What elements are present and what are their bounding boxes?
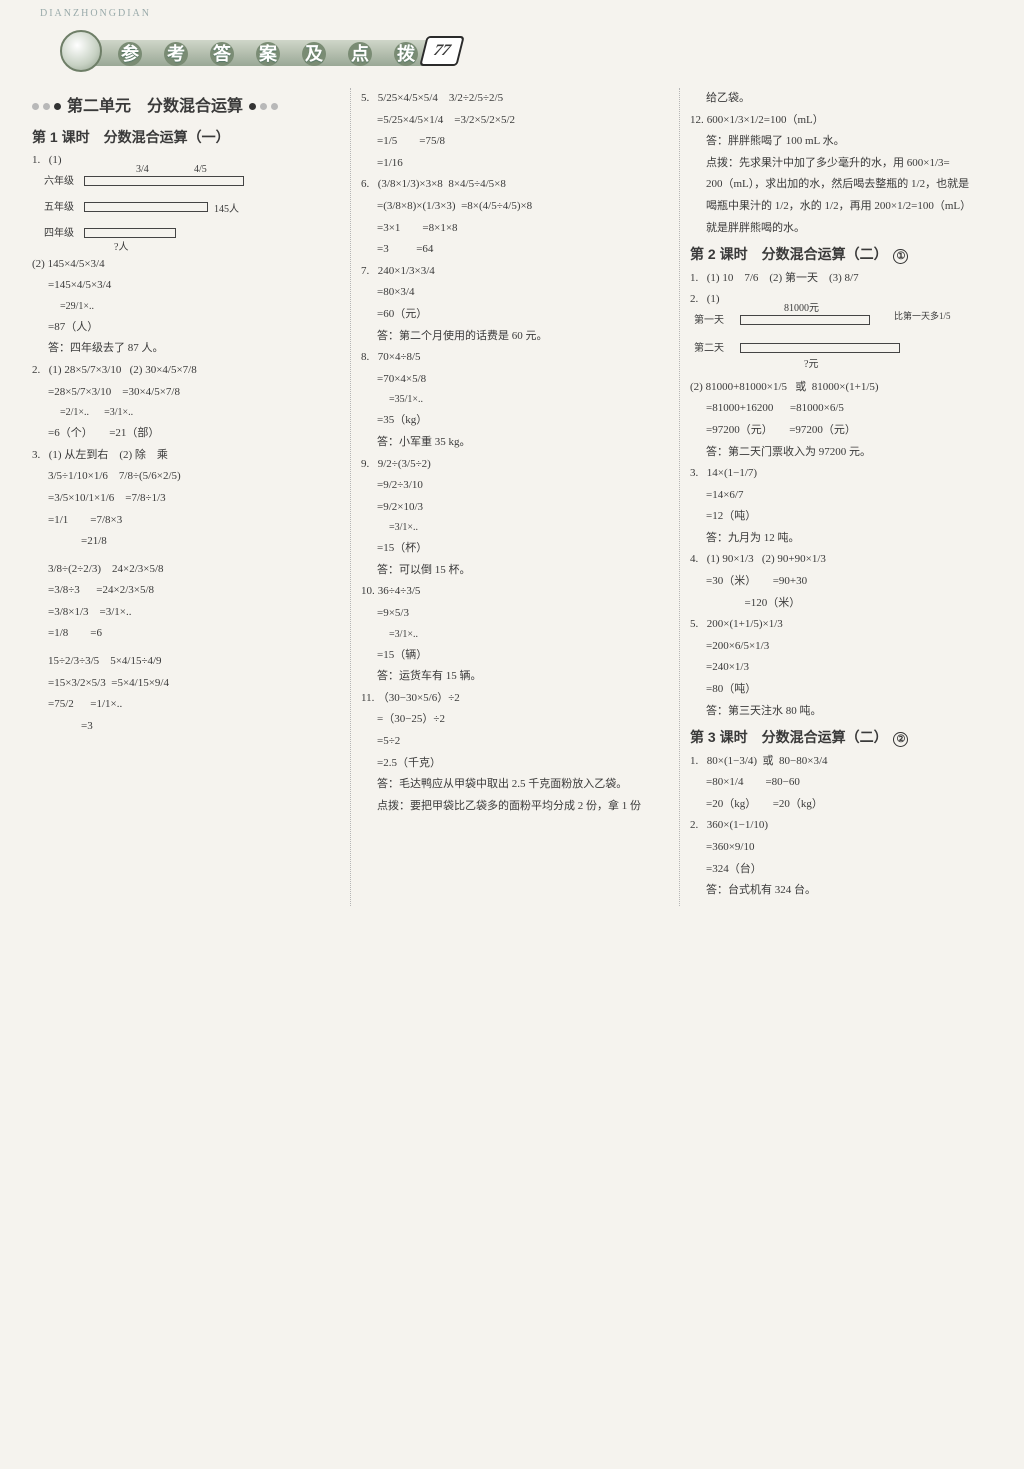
- q1-num: 1.: [32, 152, 46, 170]
- column-1: 第二单元 分数混合运算 第 1 课时 分数混合运算（一） 1. (1) 六年级 …: [28, 88, 338, 906]
- lesson-2-title: 第 2 课时 分数混合运算（二） ①: [690, 243, 992, 265]
- q12-tip4: 就是胖胖熊喝的水。: [690, 220, 992, 238]
- q11-num: 11.: [361, 690, 375, 708]
- q9-ans: 答：可以倒 15 杯。: [361, 562, 663, 580]
- l2q4-num: 4.: [690, 551, 704, 569]
- q10-ans: 答：运货车有 15 辆。: [361, 668, 663, 686]
- l2q3-ans: 答：九月为 12 吨。: [690, 530, 992, 548]
- lesson-1-title: 第 1 课时 分数混合运算（一）: [32, 126, 334, 148]
- q1-2-l4: =87（人）: [32, 319, 334, 337]
- q8-num: 8.: [361, 349, 375, 367]
- q6-num: 6.: [361, 176, 375, 194]
- q1-2-l1: 145×4/5×3/4: [48, 258, 105, 270]
- q1-diagram: 六年级 3/4 4/5 五年级 145人 四年级 ?人: [44, 174, 334, 252]
- q10-num: 10.: [361, 583, 375, 601]
- page-number-badge: 77: [419, 36, 464, 66]
- q12-pre: 给乙袋。: [690, 90, 992, 108]
- q1-2-l2: =145×4/5×3/4: [32, 277, 334, 295]
- q11-ans: 答：毛达鸭应从甲袋中取出 2.5 千克面粉放入乙袋。: [361, 776, 663, 794]
- q7-ans: 答：第二个月使用的话费是 60 元。: [361, 328, 663, 346]
- q12-tip2: 200（mL），求出加的水，然后喝去整瓶的 1/2，也就是: [690, 176, 992, 194]
- q11-tip: 点拨：要把甲袋比乙袋多的面粉平均分成 2 份，拿 1 份: [361, 798, 663, 816]
- q1-2-l3: =29/1×..: [32, 299, 334, 315]
- q2-num: 2.: [32, 362, 46, 380]
- q1-2-ans: 答：四年级去了 87 人。: [32, 340, 334, 358]
- column-3: 给乙袋。 12. 600×1/3×1/2=100（mL） 答：胖胖熊喝了 100…: [679, 88, 996, 906]
- q1-2-sub: (2): [32, 258, 45, 270]
- q7-num: 7.: [361, 263, 375, 281]
- l3q1-num: 1.: [690, 753, 704, 771]
- l2q5-ans: 答：第三天注水 80 吨。: [690, 703, 992, 721]
- content-columns: 第二单元 分数混合运算 第 1 课时 分数混合运算（一） 1. (1) 六年级 …: [28, 88, 996, 906]
- l2q2-diagram: 第一天 81000元 比第一天多1/5 第二天 ?元: [694, 313, 992, 375]
- l2q5-num: 5.: [690, 616, 704, 634]
- q5-num: 5.: [361, 90, 375, 108]
- q3-num: 3.: [32, 447, 46, 465]
- owl-icon: [60, 30, 102, 72]
- l2q3-num: 3.: [690, 465, 704, 483]
- banner-chars: 参考 答案 及点 拨: [118, 42, 418, 66]
- q12-num: 12.: [690, 112, 704, 130]
- q12-tip3: 喝瓶中果汁的 1/2，水的 1/2，再用 200×1/2=100（mL）: [690, 198, 992, 216]
- l2q2-num: 2.: [690, 291, 704, 309]
- header-brand: DIANZHONGDIAN: [40, 8, 151, 19]
- banner: 参考 答案 及点 拨 77: [28, 30, 996, 82]
- lesson-3-title: 第 3 课时 分数混合运算（二） ②: [690, 726, 992, 748]
- unit-title: 第二单元 分数混合运算: [32, 94, 334, 120]
- l3q2-num: 2.: [690, 817, 704, 835]
- q8-ans: 答：小军重 35 kg。: [361, 434, 663, 452]
- l2q2-ans: 答：第二天门票收入为 97200 元。: [690, 444, 992, 462]
- q12-ans: 答：胖胖熊喝了 100 mL 水。: [690, 133, 992, 151]
- column-2: 5. 5/25×4/5×5/4 3/2÷2/5÷2/5 =5/25×4/5×1/…: [350, 88, 667, 906]
- l3q2-ans: 答：台式机有 324 台。: [690, 882, 992, 900]
- q1-sub: (1): [49, 154, 62, 166]
- l2q1-num: 1.: [690, 270, 704, 288]
- q9-num: 9.: [361, 456, 375, 474]
- q12-tip1: 点拨：先求果汁中加了多少毫升的水，用 600×1/3=: [690, 155, 992, 173]
